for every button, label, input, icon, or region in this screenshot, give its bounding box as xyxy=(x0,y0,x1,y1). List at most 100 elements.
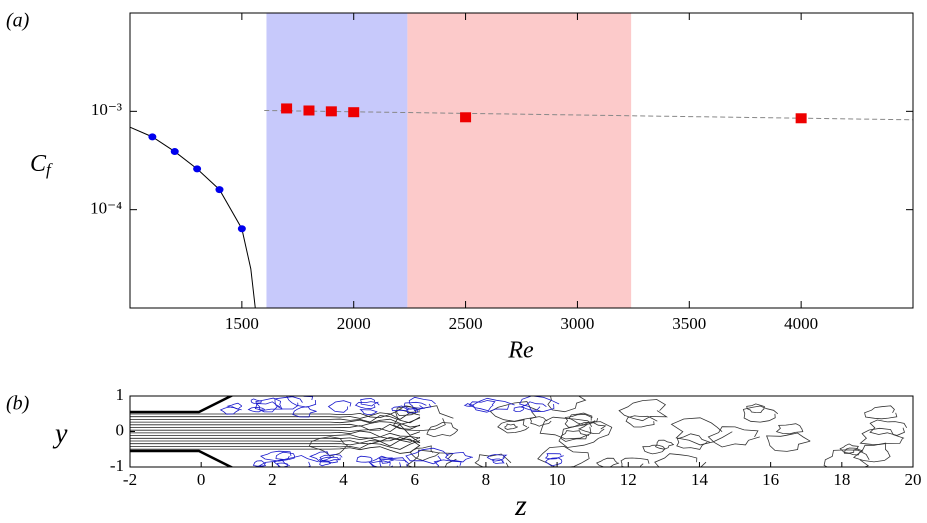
contour-line xyxy=(568,412,599,426)
data-point xyxy=(193,165,202,173)
contour-line xyxy=(513,406,525,413)
data-point xyxy=(348,107,360,118)
y-axis-label: Cf xyxy=(30,151,53,179)
contour-line xyxy=(544,457,563,467)
contour-line xyxy=(369,460,394,467)
contour-line xyxy=(130,417,421,427)
contour-line xyxy=(130,444,421,454)
contour-line xyxy=(308,436,349,457)
contour-line xyxy=(273,455,319,467)
contour-line xyxy=(226,402,243,410)
contour-line xyxy=(676,433,711,450)
contour-line xyxy=(247,406,266,413)
contour-line xyxy=(327,400,352,413)
contour-line xyxy=(409,445,441,461)
contour-line xyxy=(379,458,410,467)
x-tick-label: 2 xyxy=(268,470,277,489)
data-point xyxy=(795,113,807,124)
y-tick-label: 10⁻³ xyxy=(91,100,122,119)
x-tick-label: 16 xyxy=(762,470,779,489)
contour-line xyxy=(558,421,613,448)
data-point xyxy=(460,112,472,123)
contour-line xyxy=(520,401,547,411)
contour-line xyxy=(360,398,379,407)
x-tick-label: 1500 xyxy=(225,314,259,333)
x-tick-label: 2000 xyxy=(337,314,371,333)
contour-line xyxy=(654,453,707,467)
contour-line xyxy=(468,400,496,412)
data-point xyxy=(170,148,179,156)
contour-line xyxy=(130,423,421,431)
x-tick-label: 3000 xyxy=(560,314,594,333)
data-point xyxy=(281,103,293,114)
contour-line xyxy=(130,440,421,450)
contour-line xyxy=(859,427,905,445)
contour-line xyxy=(869,419,908,436)
contour-line xyxy=(406,408,419,414)
x-tick-label: 3500 xyxy=(672,314,706,333)
panel-label: (b) xyxy=(6,393,30,415)
x-axis-label: z xyxy=(514,489,527,522)
contour-line xyxy=(130,437,421,444)
contour-line xyxy=(274,396,303,410)
contour-line xyxy=(775,423,804,435)
contour-line xyxy=(491,458,505,464)
x-tick-label: 12 xyxy=(620,470,637,489)
contour-line xyxy=(406,449,457,467)
contour-line xyxy=(403,401,427,410)
contour-line xyxy=(474,453,512,467)
contour-line xyxy=(625,415,658,428)
data-point xyxy=(237,225,246,233)
contour-line xyxy=(391,405,408,412)
contour-line xyxy=(504,423,518,430)
contour-line xyxy=(595,457,620,467)
contour-line xyxy=(766,432,811,452)
x-tick-label: 6 xyxy=(410,470,419,489)
contour-line xyxy=(356,455,373,463)
data-point xyxy=(303,105,315,116)
contour-line xyxy=(292,406,317,418)
shaded-band xyxy=(407,13,632,308)
y-tick-label: 10⁻⁴ xyxy=(90,199,122,218)
contour-line xyxy=(408,396,436,412)
contour-line xyxy=(839,443,859,454)
contour-line xyxy=(618,399,668,422)
shaded-band xyxy=(266,13,408,308)
contour-line xyxy=(359,409,378,416)
data-point xyxy=(148,133,157,141)
contour-line xyxy=(250,398,262,404)
contour-line xyxy=(864,405,898,420)
contour-line xyxy=(130,412,421,420)
contour-line xyxy=(577,422,607,435)
panel-label: (a) xyxy=(6,10,30,32)
contour-line xyxy=(309,451,335,462)
contour-line xyxy=(393,405,454,432)
contour-line xyxy=(519,396,560,413)
x-tick-label: 4 xyxy=(339,470,348,489)
y-tick-label: 0 xyxy=(116,420,125,439)
contour-line xyxy=(843,447,864,456)
contour-line xyxy=(405,447,449,465)
contour-line xyxy=(472,397,515,413)
contour-line xyxy=(823,449,870,467)
x-tick-label: 8 xyxy=(482,470,491,489)
data-line xyxy=(129,126,256,309)
x-tick-label: 14 xyxy=(691,470,709,489)
contour-line xyxy=(620,457,650,467)
contour-line xyxy=(642,444,666,455)
contour-line xyxy=(544,453,564,460)
contour-line xyxy=(489,401,542,422)
contour-line xyxy=(219,406,242,415)
contour-line xyxy=(130,418,421,428)
contour-line xyxy=(259,450,292,462)
contour-line xyxy=(486,454,508,462)
x-tick-label: 18 xyxy=(833,470,850,489)
x-tick-label: 2500 xyxy=(449,314,483,333)
contour-line xyxy=(497,419,530,434)
x-tick-label: -2 xyxy=(123,470,137,489)
contour-line xyxy=(130,430,421,439)
y-axis-label: y xyxy=(52,418,68,449)
contour-line xyxy=(130,409,421,419)
y-tick-label: -1 xyxy=(110,456,124,475)
